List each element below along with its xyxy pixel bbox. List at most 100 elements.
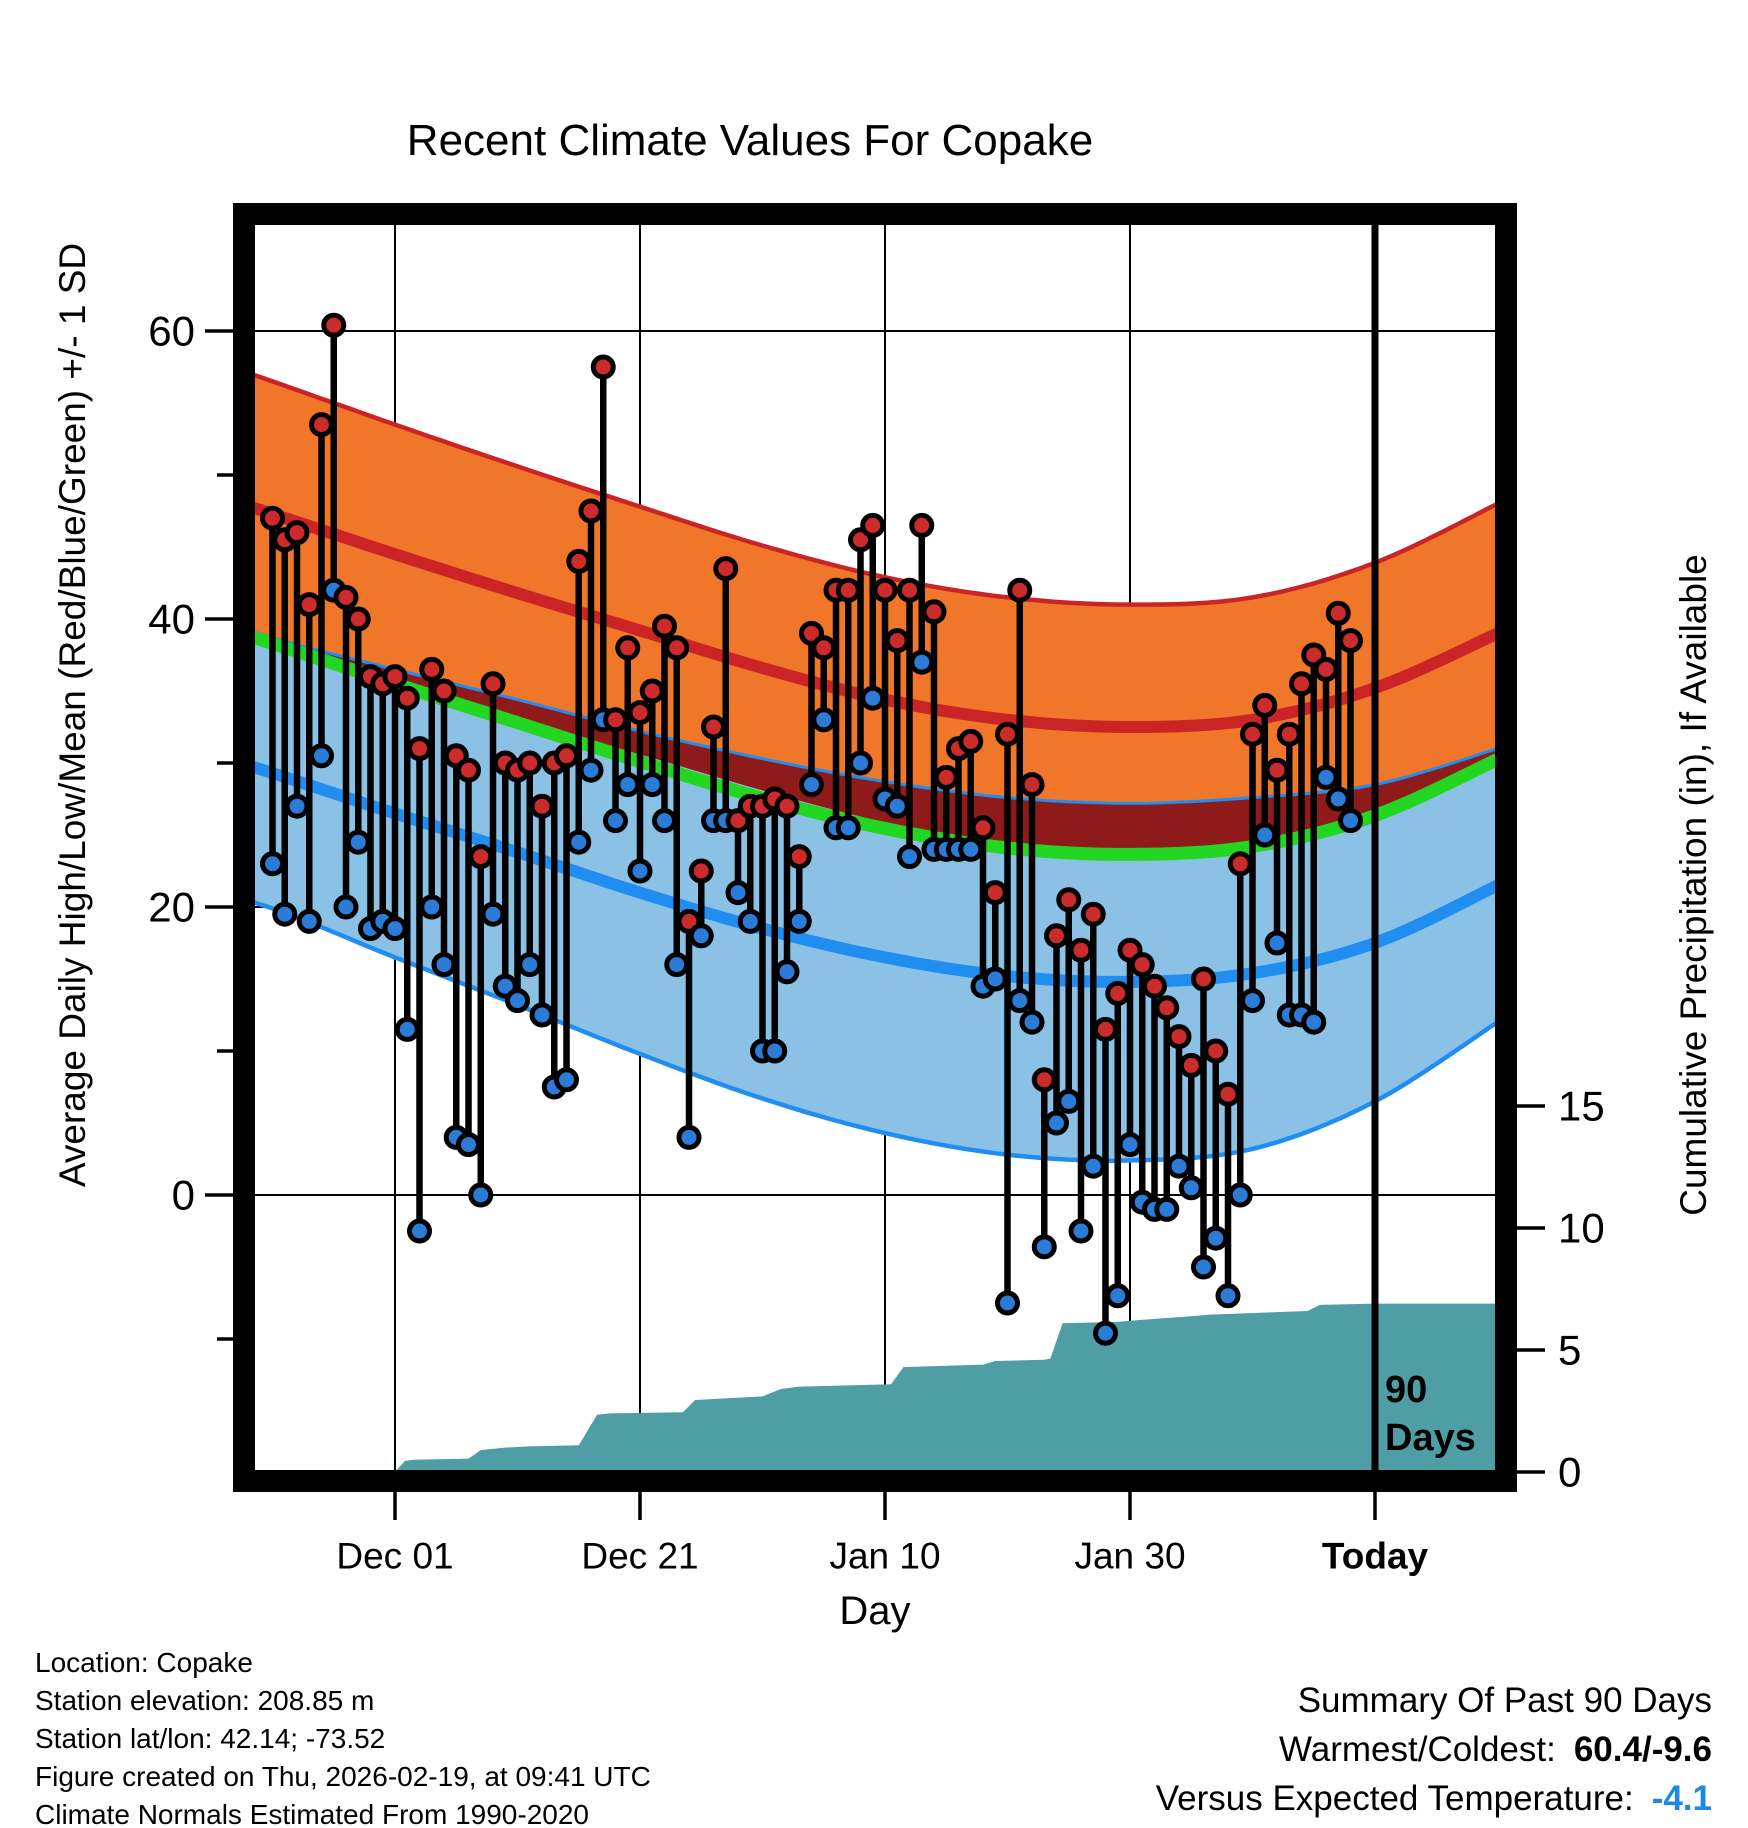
low-dot	[799, 772, 824, 798]
low-dot	[309, 743, 334, 769]
low-dot	[456, 1132, 481, 1158]
low-dot	[505, 988, 530, 1014]
high-dot	[284, 520, 310, 546]
low-dot	[1105, 1283, 1131, 1309]
low-dot	[1019, 1009, 1045, 1035]
high-band-top-edge	[255, 372, 1495, 607]
high-dot	[1105, 980, 1131, 1006]
low-dot	[786, 908, 812, 934]
low-dot	[1264, 930, 1290, 956]
low-dot	[664, 952, 690, 978]
axis-ticks	[205, 329, 1545, 1520]
low-dot	[762, 1038, 788, 1064]
high-dot	[1154, 995, 1180, 1021]
low-dot	[884, 793, 910, 819]
normals-note: Climate Normals Estimated From 1990-2020	[35, 1799, 589, 1828]
low-dot	[407, 1218, 432, 1244]
high-dot	[529, 793, 555, 819]
high-dot	[884, 628, 910, 654]
high-dot	[933, 764, 959, 790]
high-dot	[456, 757, 481, 783]
high-dot	[639, 678, 665, 704]
low-dot	[1338, 808, 1363, 834]
low-dot	[1117, 1132, 1143, 1158]
summary-vs-precipitation-label: Versus Expected Precipitation:	[1140, 1823, 1615, 1828]
station-latlon: Station lat/lon: 42.14; -73.52	[35, 1723, 386, 1754]
low-dot	[639, 772, 665, 798]
low-dot	[1313, 764, 1339, 790]
high-dot	[860, 512, 886, 538]
low-dot	[1154, 1196, 1180, 1222]
high-dot	[1325, 600, 1351, 626]
low-dot	[897, 844, 922, 870]
high-dot	[1056, 887, 1082, 913]
low-dot	[982, 966, 1008, 992]
station-elevation: Station elevation: 208.85 m	[35, 1685, 375, 1716]
low-dot	[627, 858, 653, 884]
plot-border	[233, 203, 1517, 1492]
high-dot	[321, 312, 347, 338]
high-dot	[1129, 952, 1155, 978]
ninety-day-label: Days	[1385, 1417, 1476, 1459]
high-dot	[811, 635, 837, 661]
high-dot	[1203, 1038, 1229, 1064]
low-dot	[1215, 1283, 1241, 1309]
high-dot	[1019, 772, 1045, 798]
low-dot	[578, 757, 604, 783]
high-dot	[382, 664, 408, 690]
low-band-bottom-edge	[255, 900, 1495, 1163]
high-dot	[688, 858, 714, 884]
high-dot	[1068, 937, 1094, 963]
low-dot	[652, 808, 677, 834]
low-dot	[284, 793, 310, 819]
high-dot	[419, 656, 445, 682]
x-tick-label: Today	[1322, 1536, 1429, 1577]
y-left-tick-label: 40	[148, 596, 195, 643]
low-dot	[1093, 1320, 1118, 1346]
high-dot	[566, 548, 592, 574]
low-dot	[1191, 1254, 1216, 1280]
low-dot	[1203, 1225, 1229, 1251]
x-tick-label: Dec 21	[581, 1536, 698, 1577]
low-dot	[958, 836, 984, 862]
high-dot	[1227, 851, 1253, 877]
station-location: Location: Copake	[35, 1647, 253, 1678]
low-dot	[1301, 1009, 1327, 1035]
y-left-tick-label: 0	[172, 1172, 195, 1219]
x-tick-label: Dec 01	[336, 1536, 453, 1577]
low-dot	[811, 707, 837, 733]
low-dot	[431, 952, 457, 978]
y-left-tick-label: 20	[148, 884, 195, 931]
high-dot	[835, 577, 861, 603]
cumulative-precip-area	[396, 1303, 1495, 1470]
y-right-tick-label: 0	[1558, 1449, 1581, 1496]
low-dot	[860, 685, 886, 711]
low-dot	[1056, 1088, 1082, 1114]
low-dot	[554, 1067, 579, 1093]
y-right-axis-label: Cumulative Precipitation (in), If Availa…	[1673, 554, 1714, 1216]
low-dot	[774, 959, 800, 985]
summary-vs-temperature: Versus Expected Temperature: -4.1	[1140, 1774, 1712, 1823]
low-dot	[260, 851, 285, 877]
low-dot	[1068, 1218, 1094, 1244]
high-dot	[615, 635, 641, 661]
high-dot	[774, 793, 800, 819]
high-dot	[1240, 721, 1265, 747]
low-dot	[615, 772, 641, 798]
chart-title: Recent Climate Values For Copake	[406, 116, 1094, 165]
low-dot	[1166, 1153, 1192, 1179]
high-dot	[921, 599, 947, 625]
high-dot	[958, 728, 984, 754]
low-dot	[1044, 1110, 1069, 1136]
low-dot	[1227, 1182, 1253, 1208]
low-dot	[394, 1016, 420, 1042]
low-dot	[995, 1290, 1020, 1316]
low-dot	[333, 894, 359, 920]
high-dot	[701, 714, 726, 740]
low-dot	[1031, 1234, 1057, 1260]
high-dot	[1031, 1067, 1057, 1093]
high-dot	[345, 606, 371, 632]
high-dot	[517, 750, 543, 776]
high-dot	[1252, 692, 1278, 718]
